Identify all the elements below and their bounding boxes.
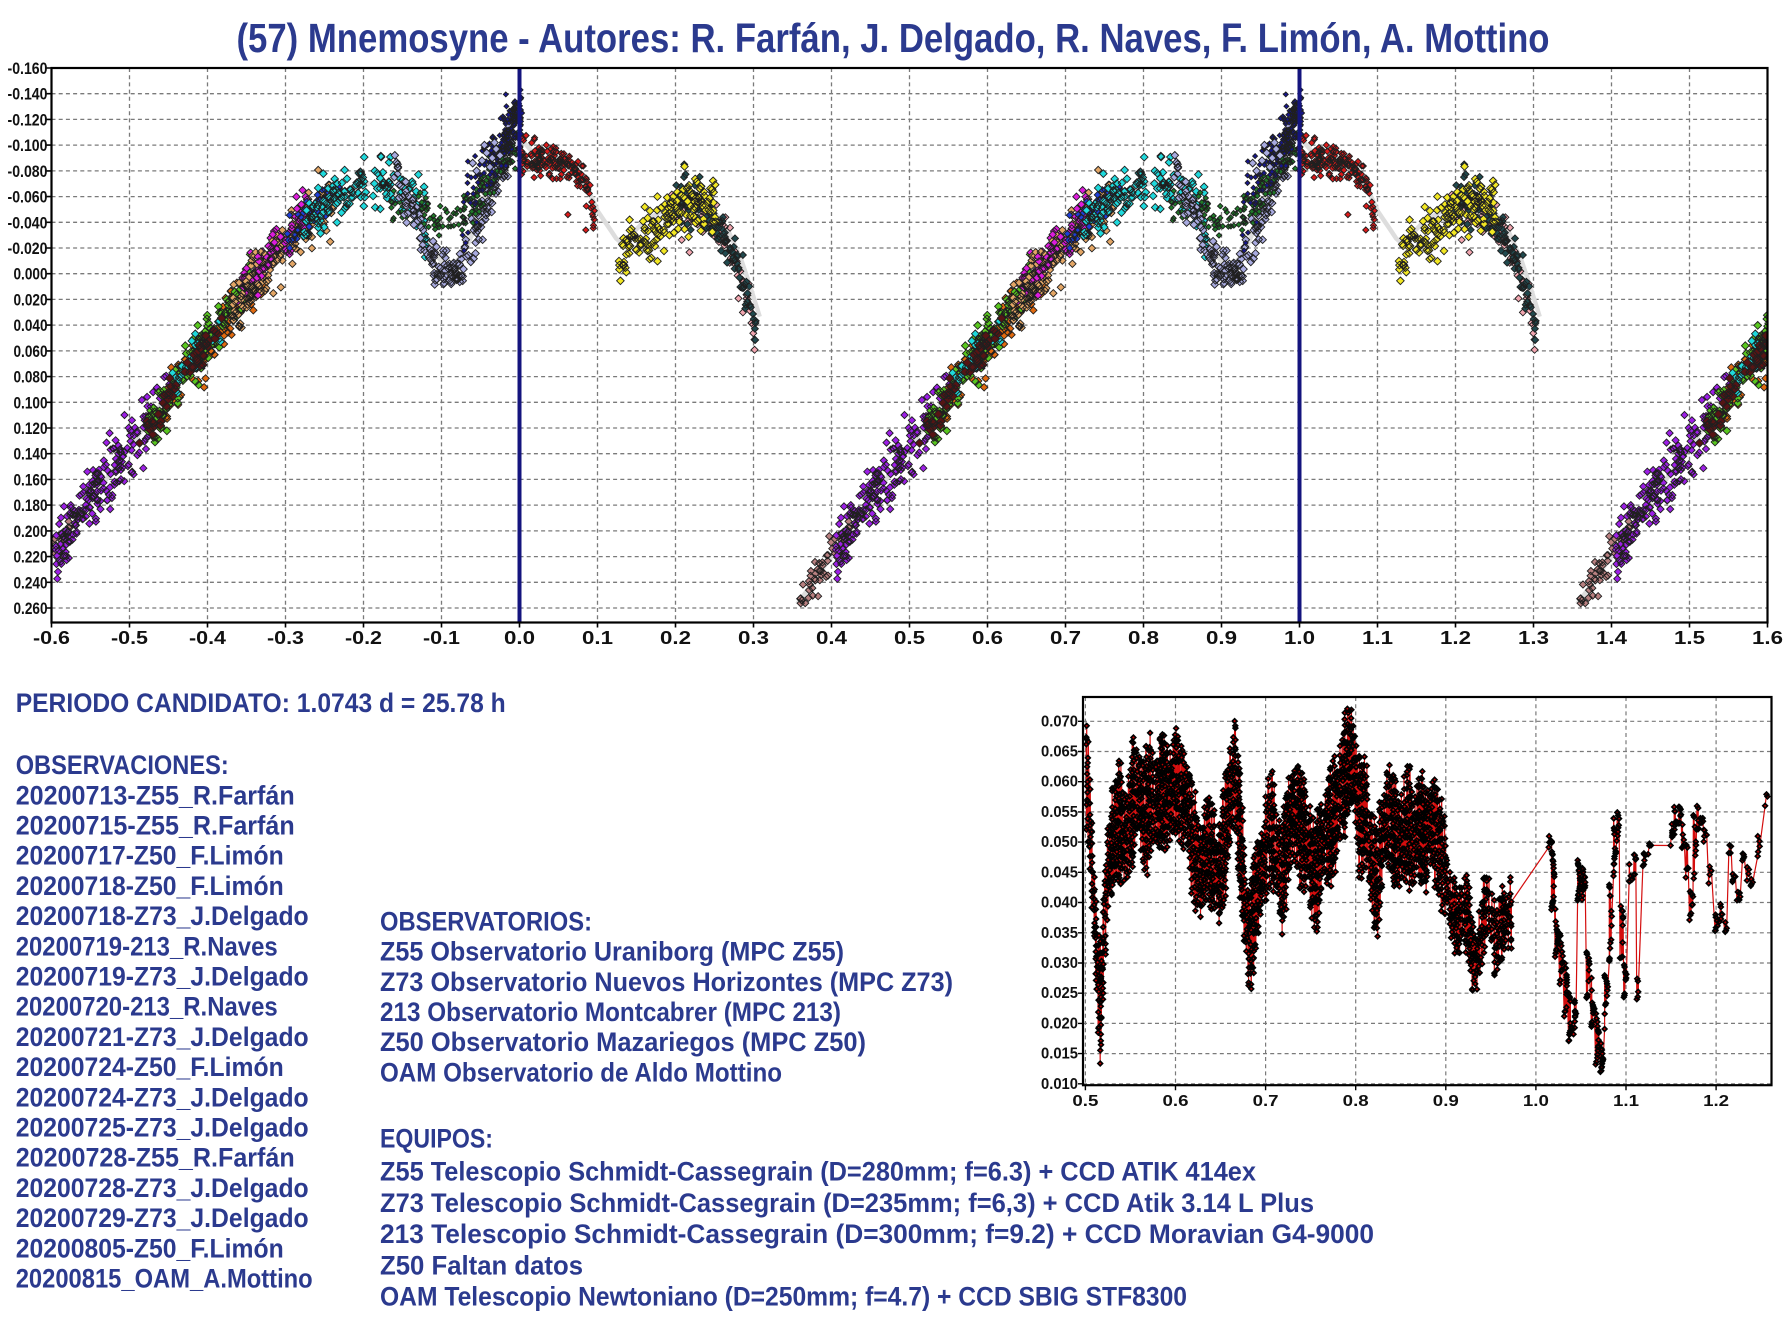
svg-text:0.220: 0.220 xyxy=(14,548,48,567)
svg-text:0.010: 0.010 xyxy=(1041,1076,1078,1093)
svg-text:0.050: 0.050 xyxy=(1041,834,1078,851)
svg-text:0.7: 0.7 xyxy=(1050,628,1081,648)
svg-text:Z55 Telescopio Schmidt-Cassegr: Z55 Telescopio Schmidt-Cassegrain (D=280… xyxy=(380,1157,1256,1187)
svg-text:(57) Mnemosyne - Autores: R. F: (57) Mnemosyne - Autores: R. Farfán, J. … xyxy=(237,15,1550,61)
svg-text:1.6: 1.6 xyxy=(1752,628,1783,648)
svg-text:EQUIPOS:: EQUIPOS: xyxy=(380,1123,493,1153)
svg-text:0.040: 0.040 xyxy=(14,316,48,335)
svg-text:20200717-Z50_F.Limón: 20200717-Z50_F.Limón xyxy=(16,841,284,871)
svg-text:0.030: 0.030 xyxy=(1041,955,1078,972)
svg-text:-0.060: -0.060 xyxy=(8,188,48,207)
svg-text:0.120: 0.120 xyxy=(14,419,48,438)
svg-text:20200728-Z73_J.Delgado: 20200728-Z73_J.Delgado xyxy=(16,1173,309,1203)
svg-text:0.000: 0.000 xyxy=(14,265,48,284)
svg-text:1.5: 1.5 xyxy=(1674,628,1705,648)
svg-text:0.2: 0.2 xyxy=(660,628,691,648)
svg-text:Z73 Observatorio Nuevos Horizo: Z73 Observatorio Nuevos Horizontes (MPC … xyxy=(380,967,953,997)
svg-text:-0.6: -0.6 xyxy=(33,628,70,648)
svg-text:1.2: 1.2 xyxy=(1703,1093,1729,1110)
svg-text:0.060: 0.060 xyxy=(14,342,48,361)
svg-text:-0.140: -0.140 xyxy=(8,85,48,104)
svg-text:0.1: 0.1 xyxy=(582,628,613,648)
svg-text:PERIODO CANDIDATO: 1.0743 d =: PERIODO CANDIDATO: 1.0743 d = 25.78 h xyxy=(16,688,506,718)
svg-text:-0.2: -0.2 xyxy=(345,628,382,648)
svg-text:20200725-Z73_J.Delgado: 20200725-Z73_J.Delgado xyxy=(16,1113,309,1143)
svg-text:20200728-Z55_R.Farfán: 20200728-Z55_R.Farfán xyxy=(16,1143,295,1173)
svg-text:0.0: 0.0 xyxy=(504,628,535,648)
svg-text:0.080: 0.080 xyxy=(14,368,48,387)
svg-text:0.020: 0.020 xyxy=(1041,1015,1078,1032)
svg-text:0.240: 0.240 xyxy=(14,573,48,592)
svg-text:0.5: 0.5 xyxy=(894,628,925,648)
svg-text:20200720-213_R.Naves: 20200720-213_R.Naves xyxy=(16,992,278,1022)
svg-text:0.015: 0.015 xyxy=(1041,1046,1078,1063)
svg-text:0.180: 0.180 xyxy=(14,496,48,515)
svg-text:-0.1: -0.1 xyxy=(423,628,460,648)
svg-text:OBSERVACIONES:: OBSERVACIONES: xyxy=(16,750,229,780)
svg-text:20200724-Z73_J.Delgado: 20200724-Z73_J.Delgado xyxy=(16,1082,309,1112)
svg-text:0.6: 0.6 xyxy=(1163,1093,1189,1110)
svg-text:20200718-Z73_J.Delgado: 20200718-Z73_J.Delgado xyxy=(16,901,309,931)
svg-text:OAM Telescopio Newtoniano (D=2: OAM Telescopio Newtoniano (D=250mm; f=4.… xyxy=(380,1282,1187,1312)
svg-text:0.260: 0.260 xyxy=(14,599,48,618)
svg-text:20200715-Z55_R.Farfán: 20200715-Z55_R.Farfán xyxy=(16,811,295,841)
svg-text:-0.4: -0.4 xyxy=(189,628,226,648)
svg-text:0.6: 0.6 xyxy=(972,628,1003,648)
svg-text:1.4: 1.4 xyxy=(1596,628,1627,648)
svg-text:0.9: 0.9 xyxy=(1433,1093,1459,1110)
svg-text:20200805-Z50_F.Limón: 20200805-Z50_F.Limón xyxy=(16,1233,284,1263)
svg-text:Z50 Faltan datos: Z50 Faltan datos xyxy=(380,1250,583,1280)
svg-text:-0.040: -0.040 xyxy=(8,213,48,232)
svg-text:0.035: 0.035 xyxy=(1041,925,1078,942)
svg-text:20200713-Z55_R.Farfán: 20200713-Z55_R.Farfán xyxy=(16,780,295,810)
svg-text:20200815_OAM_A.Mottino: 20200815_OAM_A.Mottino xyxy=(16,1264,313,1294)
svg-text:-0.120: -0.120 xyxy=(8,110,48,129)
svg-text:1.0: 1.0 xyxy=(1523,1093,1549,1110)
svg-text:Z50 Observatorio Mazariegos (M: Z50 Observatorio Mazariegos (MPC Z50) xyxy=(380,1027,866,1057)
svg-text:0.025: 0.025 xyxy=(1041,985,1078,1002)
svg-text:1.1: 1.1 xyxy=(1613,1093,1639,1110)
svg-text:OAM Observatorio de Aldo Motti: OAM Observatorio de Aldo Mottino xyxy=(380,1057,782,1087)
svg-text:0.045: 0.045 xyxy=(1041,864,1078,881)
svg-text:0.8: 0.8 xyxy=(1343,1093,1369,1110)
svg-text:0.060: 0.060 xyxy=(1041,774,1078,791)
svg-text:1.2: 1.2 xyxy=(1440,628,1471,648)
svg-text:Z73 Telescopio Schmidt-Cassegr: Z73 Telescopio Schmidt-Cassegrain (D=235… xyxy=(380,1188,1314,1218)
svg-text:1.0: 1.0 xyxy=(1284,628,1315,648)
svg-text:0.140: 0.140 xyxy=(14,445,48,464)
svg-text:20200729-Z73_J.Delgado: 20200729-Z73_J.Delgado xyxy=(16,1203,309,1233)
svg-text:213 Telescopio Schmidt-Cassegr: 213 Telescopio Schmidt-Cassegrain (D=300… xyxy=(380,1219,1374,1249)
svg-text:20200721-Z73_J.Delgado: 20200721-Z73_J.Delgado xyxy=(16,1022,309,1052)
svg-text:0.100: 0.100 xyxy=(14,393,48,412)
svg-text:1.3: 1.3 xyxy=(1518,628,1549,648)
svg-text:0.020: 0.020 xyxy=(14,290,48,309)
svg-text:0.5: 0.5 xyxy=(1072,1093,1098,1110)
svg-text:0.8: 0.8 xyxy=(1128,628,1159,648)
svg-text:0.055: 0.055 xyxy=(1041,804,1078,821)
svg-text:-0.160: -0.160 xyxy=(8,59,48,78)
svg-text:-0.5: -0.5 xyxy=(111,628,148,648)
svg-text:0.200: 0.200 xyxy=(14,522,48,541)
svg-text:20200719-Z73_J.Delgado: 20200719-Z73_J.Delgado xyxy=(16,962,309,992)
svg-text:20200724-Z50_F.Limón: 20200724-Z50_F.Limón xyxy=(16,1052,284,1082)
svg-text:20200718-Z50_F.Limón: 20200718-Z50_F.Limón xyxy=(16,871,284,901)
svg-text:0.160: 0.160 xyxy=(14,470,48,489)
svg-text:0.4: 0.4 xyxy=(816,628,847,648)
svg-text:-0.100: -0.100 xyxy=(8,136,48,155)
svg-text:0.065: 0.065 xyxy=(1041,744,1078,761)
svg-text:-0.080: -0.080 xyxy=(8,162,48,181)
svg-text:0.9: 0.9 xyxy=(1206,628,1237,648)
svg-text:OBSERVATORIOS:: OBSERVATORIOS: xyxy=(380,907,592,937)
svg-text:0.040: 0.040 xyxy=(1041,895,1078,912)
svg-text:0.070: 0.070 xyxy=(1041,713,1078,730)
svg-text:-0.020: -0.020 xyxy=(8,239,48,258)
svg-text:20200719-213_R.Naves: 20200719-213_R.Naves xyxy=(16,931,278,961)
svg-text:Z55 Observatorio Uraniborg (MP: Z55 Observatorio Uraniborg (MPC Z55) xyxy=(380,937,844,967)
svg-text:0.3: 0.3 xyxy=(738,628,769,648)
svg-text:1.1: 1.1 xyxy=(1362,628,1393,648)
svg-text:213 Observatorio Montcabrer (M: 213 Observatorio Montcabrer (MPC 213) xyxy=(380,997,841,1027)
svg-text:0.7: 0.7 xyxy=(1253,1093,1279,1110)
svg-text:-0.3: -0.3 xyxy=(267,628,304,648)
